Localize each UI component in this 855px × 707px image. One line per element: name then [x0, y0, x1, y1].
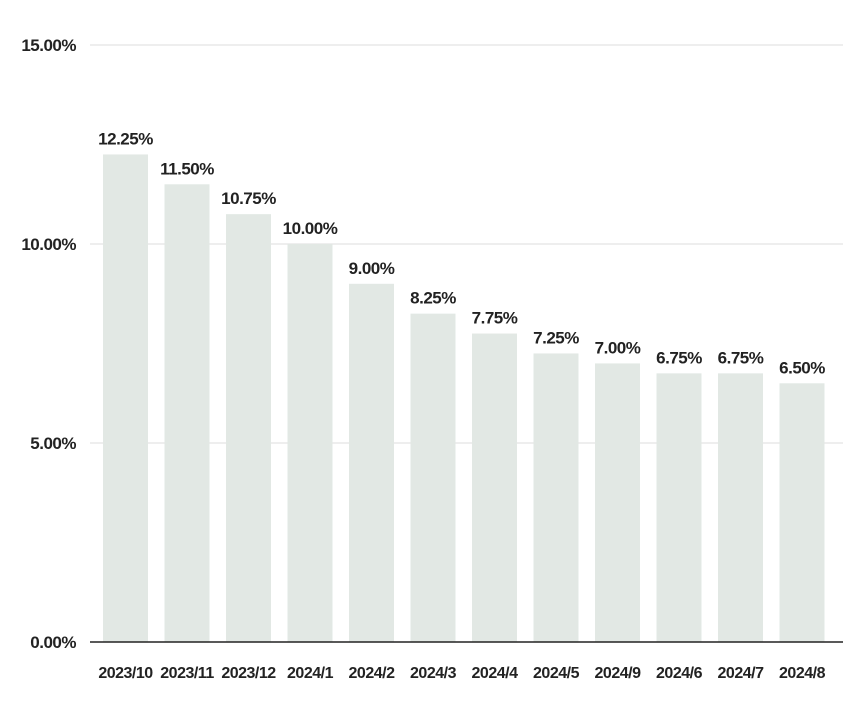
bar — [349, 283, 394, 642]
x-tick-label: 2023/12 — [221, 665, 276, 682]
x-tick-label: 2024/6 — [656, 665, 703, 682]
y-tick-label: 5.00% — [30, 434, 76, 453]
bar — [164, 184, 210, 643]
bar-value-label: 6.75% — [718, 348, 764, 367]
x-tick-label: 2023/11 — [160, 665, 214, 682]
bar — [595, 363, 640, 642]
bar-value-label: 10.75% — [221, 189, 276, 208]
y-tick-label: 15.00% — [21, 36, 76, 55]
bar-value-label: 11.50% — [160, 159, 214, 178]
x-tick-label: 2024/9 — [595, 665, 642, 682]
bar — [226, 214, 271, 642]
bar — [533, 353, 579, 642]
y-tick-label: 0.00% — [30, 633, 76, 652]
bar-value-label: 7.00% — [595, 338, 641, 357]
x-axis-ticks: 2023/10 2023/11 2023/12 2024/1 2024/2 2024/3 2… — [98, 665, 826, 682]
x-tick-label: 2024/4 — [472, 665, 519, 682]
bar-value-label: 12.25% — [98, 129, 153, 148]
bar-value-label: 10.00% — [283, 219, 338, 238]
bar — [410, 313, 456, 642]
bar-value-label: 7.25% — [533, 328, 579, 347]
bar-value-label: 6.75% — [656, 348, 702, 367]
data-labels: 12.25% 11.50% 10.75% 10.00% 9.00% 8.25% 7.75% 7… — [98, 129, 826, 377]
x-tick-label: 2024/5 — [533, 665, 580, 682]
bars — [103, 154, 825, 643]
bar-value-label: 6.50% — [779, 358, 825, 377]
x-tick-label: 2024/7 — [718, 665, 765, 682]
x-tick-label: 2024/1 — [287, 665, 334, 682]
bar — [103, 154, 148, 642]
x-tick-label: 2024/3 — [410, 665, 457, 682]
bar-value-label: 7.75% — [472, 309, 518, 328]
x-tick-label: 2023/10 — [98, 665, 153, 682]
bar — [472, 333, 517, 642]
bar — [656, 373, 702, 642]
gridlines — [90, 44, 843, 444]
bar — [779, 383, 825, 642]
y-tick-label: 10.00% — [21, 235, 76, 254]
bar-value-label: 9.00% — [349, 259, 395, 278]
bar-value-label: 8.25% — [410, 289, 456, 308]
x-tick-label: 2024/8 — [779, 665, 826, 682]
bar — [287, 244, 333, 642]
x-tick-label: 2024/2 — [349, 665, 396, 682]
y-axis-ticks: 0.00% 5.00% 10.00% 15.00% — [21, 36, 77, 652]
bar — [718, 373, 763, 642]
